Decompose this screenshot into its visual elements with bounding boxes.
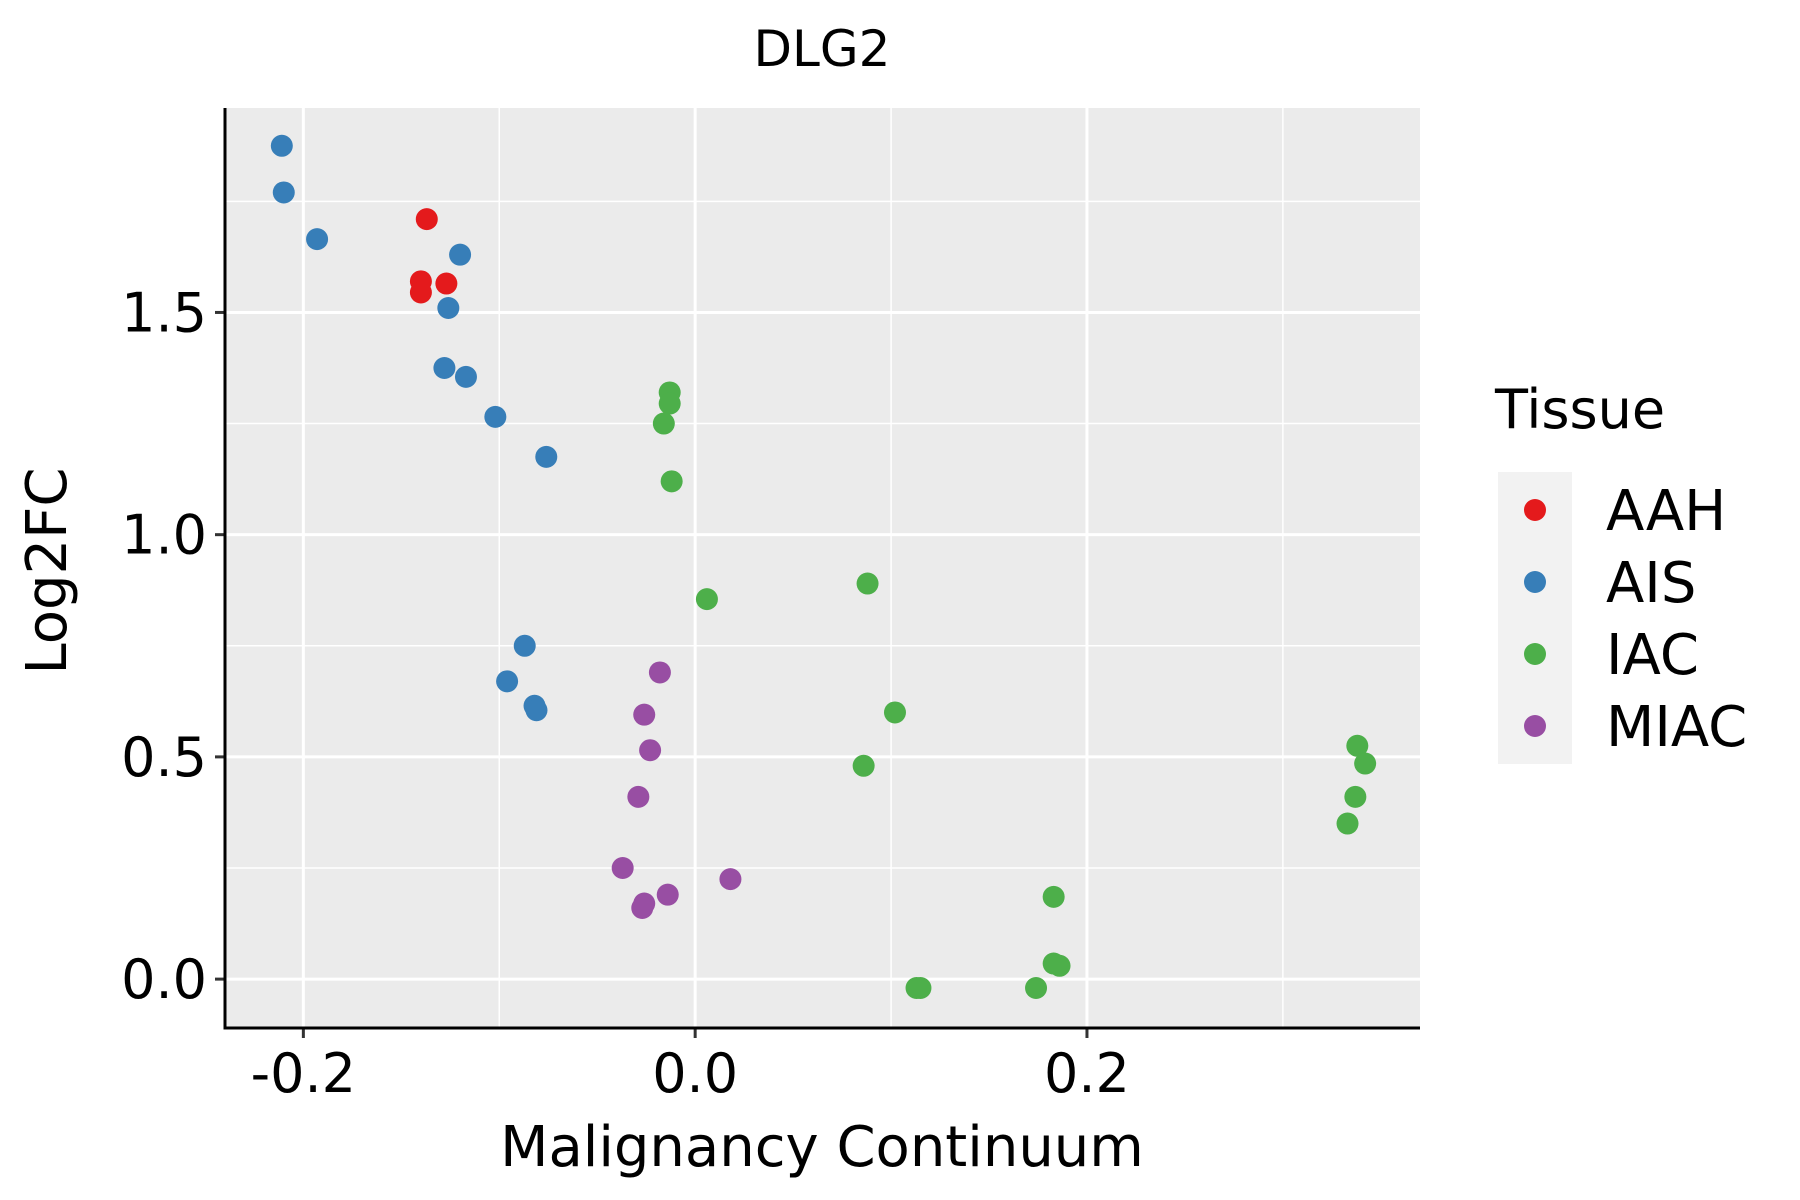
data-point	[852, 754, 875, 777]
chart-title: DLG2	[754, 20, 891, 78]
data-point	[435, 272, 458, 295]
data-point	[856, 572, 879, 595]
data-point	[496, 670, 519, 693]
y-tick-label: 1.0	[121, 504, 207, 567]
data-point	[409, 281, 432, 304]
data-point	[719, 868, 742, 891]
data-point	[627, 785, 650, 808]
y-tick-label: 0.5	[121, 726, 207, 789]
data-point	[270, 134, 293, 157]
x-tick-label: 0.2	[1044, 1042, 1130, 1105]
data-point	[639, 739, 662, 762]
data-point	[656, 883, 679, 906]
data-point	[658, 392, 681, 415]
legend-key-miac	[1524, 715, 1546, 737]
legend-key-aah	[1524, 499, 1546, 521]
series-miac	[611, 661, 742, 919]
data-point	[660, 470, 683, 493]
data-point	[1336, 812, 1359, 835]
data-point	[484, 405, 507, 428]
plot-area: -0.2 0.0 0.2 0.0 0.5 1.0 1.5	[121, 108, 1420, 1105]
data-point	[1048, 954, 1071, 977]
y-tick-label: 0.0	[121, 948, 207, 1011]
series-iac	[652, 381, 1377, 999]
data-point	[1354, 752, 1377, 775]
legend-label-aah: AAH	[1606, 479, 1726, 544]
data-point	[535, 445, 558, 468]
y-tick-label: 1.5	[121, 281, 207, 344]
legend-key-iac	[1524, 643, 1546, 665]
data-point	[648, 661, 671, 684]
plot-panel-background	[225, 108, 1420, 1028]
data-point	[633, 703, 656, 726]
y-axis-label: Log2FC	[15, 468, 80, 675]
data-point	[415, 208, 438, 231]
data-point	[611, 857, 634, 879]
legend-title: Tissue	[1494, 378, 1665, 441]
data-point	[652, 412, 675, 435]
x-axis-label: Malignancy Continuum	[500, 1115, 1144, 1180]
legend-key-ais	[1524, 571, 1546, 593]
legend-label-iac: IAC	[1606, 623, 1699, 688]
data-point	[437, 297, 460, 319]
data-point	[1344, 785, 1367, 808]
legend-label-ais: AIS	[1606, 551, 1696, 616]
data-point	[513, 634, 536, 657]
data-point	[909, 977, 932, 999]
data-point	[695, 588, 718, 611]
data-point	[1346, 734, 1369, 757]
data-point	[1042, 885, 1065, 908]
legend-label-miac: MIAC	[1606, 695, 1747, 760]
data-point	[306, 228, 329, 251]
data-point	[1025, 977, 1048, 999]
data-point	[272, 181, 295, 204]
data-point	[525, 699, 548, 722]
legend: Tissue AAH AIS IAC MIAC	[1494, 378, 1747, 764]
x-tick-label: -0.2	[251, 1042, 356, 1105]
x-tick-label: 0.0	[652, 1042, 738, 1105]
data-point	[454, 365, 477, 388]
data-point	[449, 243, 472, 266]
data-point	[883, 701, 906, 724]
data-point	[433, 357, 456, 379]
data-point	[631, 897, 654, 919]
series-aah	[409, 208, 458, 304]
series-ais	[270, 134, 558, 722]
